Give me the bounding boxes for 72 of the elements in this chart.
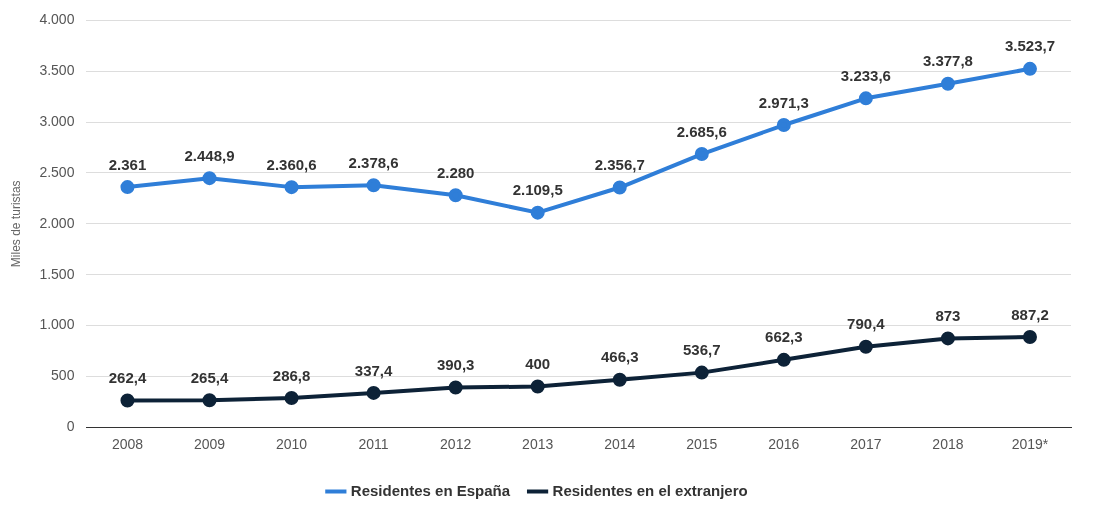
x-tick-label: 2010 xyxy=(275,436,308,453)
point xyxy=(694,147,709,162)
data-label: 536,7 xyxy=(683,341,721,359)
data-label: 286,8 xyxy=(272,366,311,384)
y-axis-title: Miles de turistas xyxy=(8,180,23,268)
point xyxy=(530,205,545,220)
y-tick-label: 500 xyxy=(51,367,75,384)
x-tick-label: 2019* xyxy=(1011,436,1049,453)
point xyxy=(120,180,135,195)
point xyxy=(858,91,873,106)
x-tick-label: 2012 xyxy=(440,436,472,453)
data-label: 262,4 xyxy=(108,369,147,387)
data-label: 3.377,8 xyxy=(922,52,973,70)
point xyxy=(776,118,791,133)
x-tick-label: 2011 xyxy=(358,436,389,453)
data-label: 2.971,3 xyxy=(758,93,809,111)
y-tick-label: 3.000 xyxy=(39,112,75,129)
data-label: 2.361 xyxy=(108,155,147,173)
data-label: 3.233,6 xyxy=(840,66,891,84)
y-tick-label: 1.000 xyxy=(39,316,75,333)
y-tick-label: 0 xyxy=(66,418,75,435)
data-label: 2.448,9 xyxy=(184,146,235,164)
x-tick-label: 2014 xyxy=(604,436,636,453)
data-label: 2.685,6 xyxy=(676,122,727,140)
point xyxy=(776,352,791,367)
data-label: 400 xyxy=(525,355,551,373)
point xyxy=(612,180,627,195)
point xyxy=(448,380,463,395)
x-tick-label: 2016 xyxy=(768,436,800,453)
data-label: 887,2 xyxy=(1011,305,1049,323)
x-tick-label: 2008 xyxy=(111,436,144,453)
x-tick-label: 2015 xyxy=(686,436,718,453)
point xyxy=(202,171,217,186)
data-label: 2.280 xyxy=(436,163,475,181)
x-tick-label: 2013 xyxy=(522,436,554,453)
y-tick-label: 1.500 xyxy=(39,265,75,282)
data-label: 662,3 xyxy=(765,328,803,346)
point xyxy=(284,180,299,195)
point xyxy=(366,385,381,400)
point xyxy=(366,178,381,193)
point xyxy=(940,331,955,346)
legend-label: Residentes en el extranjero xyxy=(552,481,748,499)
data-label: 3.523,7 xyxy=(1004,37,1055,55)
point xyxy=(858,339,873,354)
data-label: 390,3 xyxy=(436,356,475,374)
data-label: 873 xyxy=(935,307,961,325)
point xyxy=(120,393,135,408)
point xyxy=(284,391,299,406)
data-label: 2.109,5 xyxy=(512,181,563,199)
data-label: 790,4 xyxy=(847,315,886,333)
point xyxy=(694,365,709,380)
data-label: 2.356,7 xyxy=(594,156,645,174)
point xyxy=(612,372,627,387)
legend-label: Residentes en España xyxy=(350,481,511,499)
y-tick-label: 4.000 xyxy=(39,11,75,28)
y-tick-label: 2.500 xyxy=(39,163,75,180)
data-label: 265,4 xyxy=(190,368,229,386)
data-label: 2.378,6 xyxy=(348,153,399,171)
x-tick-label: 2009 xyxy=(193,436,226,453)
y-tick-label: 2.000 xyxy=(39,214,75,231)
x-tick-label: 2017 xyxy=(850,436,882,453)
point xyxy=(448,188,463,203)
point xyxy=(530,379,545,394)
point xyxy=(202,393,217,408)
y-tick-label: 3.500 xyxy=(39,62,75,79)
data-label: 466,3 xyxy=(600,348,639,366)
data-label: 2.360,6 xyxy=(266,155,317,173)
data-label: 337,4 xyxy=(354,361,394,379)
point xyxy=(1022,329,1037,344)
x-tick-label: 2018 xyxy=(932,436,964,453)
point xyxy=(940,76,955,91)
point xyxy=(1022,61,1037,76)
